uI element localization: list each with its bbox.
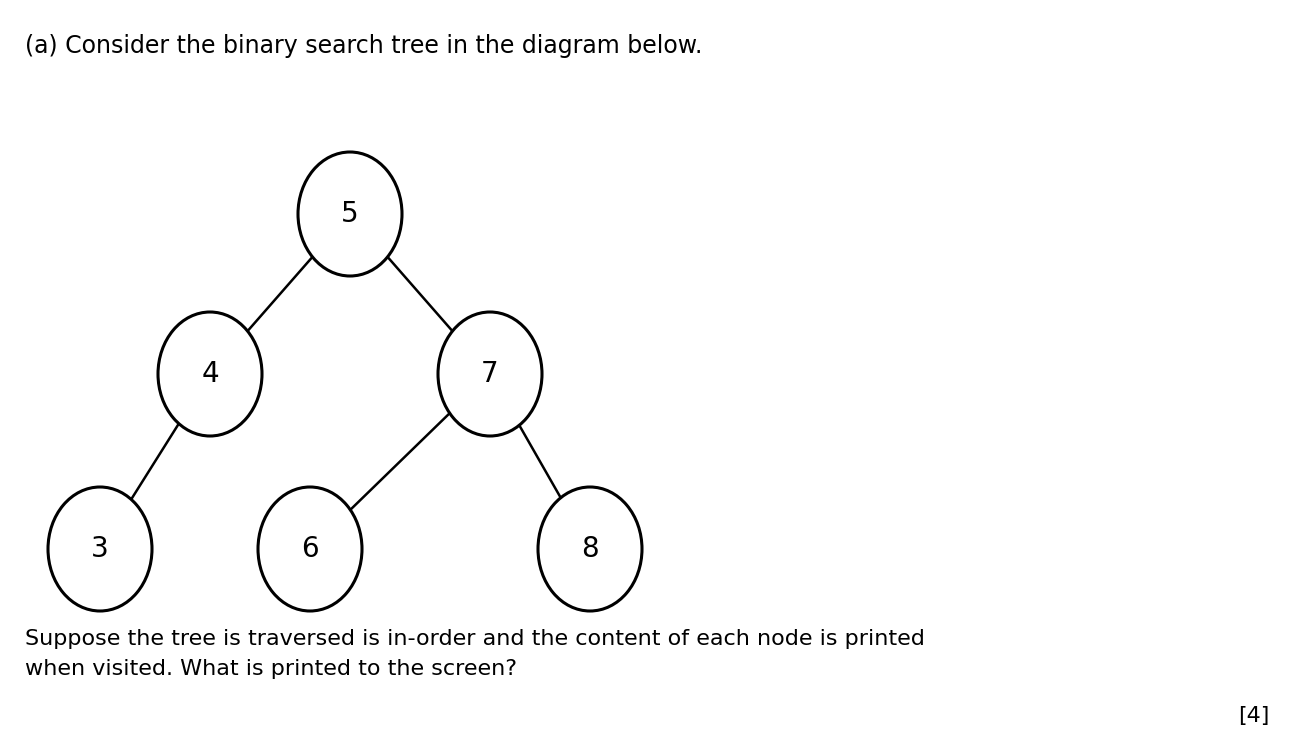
Text: Suppose the tree is traversed is in-order and the content of each node is printe: Suppose the tree is traversed is in-orde… [25, 629, 924, 679]
Text: 6: 6 [301, 535, 319, 563]
Text: 5: 5 [341, 200, 359, 228]
Ellipse shape [538, 487, 642, 611]
Text: 7: 7 [482, 360, 499, 388]
Text: (a) Consider the binary search tree in the diagram below.: (a) Consider the binary search tree in t… [25, 34, 702, 58]
Text: 3: 3 [91, 535, 109, 563]
Text: [4]: [4] [1238, 706, 1269, 726]
Ellipse shape [298, 152, 402, 276]
Ellipse shape [158, 312, 262, 436]
Text: 8: 8 [581, 535, 599, 563]
Ellipse shape [437, 312, 542, 436]
Ellipse shape [258, 487, 362, 611]
Ellipse shape [48, 487, 152, 611]
Text: 4: 4 [202, 360, 219, 388]
